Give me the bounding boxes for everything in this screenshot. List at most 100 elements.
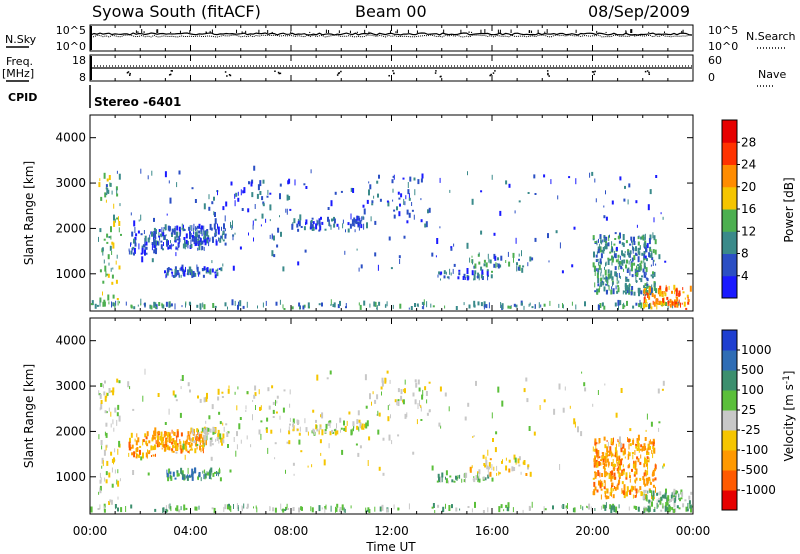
range-cell [345, 303, 347, 307]
range-cell [315, 223, 318, 230]
range-cell [197, 238, 200, 242]
range-cell [164, 224, 167, 231]
range-cell [611, 241, 613, 246]
range-cell [450, 247, 453, 251]
range-cell [133, 247, 136, 254]
range-cell [666, 507, 668, 511]
range-cell [153, 243, 156, 248]
range-cell [487, 253, 489, 259]
range-cell [615, 259, 618, 263]
range-cell [321, 507, 323, 510]
range-cell [370, 216, 372, 222]
range-cell [297, 218, 299, 223]
range-cell [648, 440, 650, 446]
range-cell [98, 236, 99, 242]
range-cell [172, 274, 175, 278]
range-cell [550, 179, 552, 185]
range-cell [214, 274, 217, 279]
range-cell [652, 479, 655, 481]
range-cell [420, 178, 423, 183]
range-cell [193, 227, 195, 232]
range-cell [607, 269, 610, 274]
range-cell [636, 456, 639, 460]
range-cell [633, 461, 636, 466]
range-cell [315, 424, 318, 430]
range-cell [643, 493, 645, 496]
range-cell [377, 193, 379, 198]
range-cell [151, 170, 153, 176]
range-cell [464, 477, 466, 483]
range-cell [128, 248, 130, 252]
range-cell [582, 506, 584, 511]
range-cell [613, 472, 616, 477]
range-cell [437, 274, 439, 278]
range-cell [241, 505, 243, 511]
range-cell [455, 306, 458, 310]
range-cell [159, 235, 161, 241]
range-cell [400, 389, 403, 395]
range-cell [325, 423, 328, 429]
range-cell [187, 431, 190, 435]
range-cell [102, 460, 104, 467]
range-cell [487, 474, 490, 479]
range-cell [103, 238, 106, 241]
range-cell [640, 302, 643, 309]
range-cell [644, 255, 647, 259]
range-cell [643, 302, 644, 305]
range-cell [155, 440, 157, 444]
range-cell [169, 268, 172, 271]
range-cell [426, 301, 428, 308]
range-cell [628, 260, 630, 265]
range-cell [674, 290, 676, 295]
range-cell [110, 390, 113, 393]
range-cell [602, 465, 605, 469]
range-cell [287, 180, 290, 185]
range-cell [246, 506, 249, 509]
range-cell [488, 466, 491, 470]
range-cell [134, 438, 136, 442]
range-cell [616, 468, 618, 471]
freq-left-tick-bottom: 8 [79, 71, 86, 84]
colorbar-swatch [722, 330, 737, 351]
range-cell [619, 176, 622, 181]
range-cell [174, 394, 177, 398]
range-cell [192, 432, 195, 435]
range-cell [224, 302, 227, 307]
range-cell [575, 178, 577, 185]
range-cell [610, 289, 613, 295]
range-cell [344, 508, 346, 513]
range-cell [291, 306, 294, 310]
range-cell [670, 499, 672, 502]
range-cell [480, 266, 483, 271]
range-cell [587, 506, 589, 509]
range-cell [477, 275, 479, 279]
range-cell [203, 304, 206, 310]
range-cell [592, 477, 595, 480]
range-cell [640, 278, 643, 283]
range-cell [432, 503, 435, 508]
range-cell [594, 270, 596, 276]
range-cell [318, 229, 321, 232]
range-cell [602, 239, 604, 243]
time-axis-label: Time UT [365, 540, 416, 554]
noise-sky-line [90, 32, 693, 36]
range-cell [644, 236, 646, 240]
freq-right-tick-bottom: 0 [708, 71, 715, 84]
range-cell [179, 274, 181, 278]
range-cell [683, 301, 686, 307]
range-cell [236, 405, 238, 411]
date-title: 08/Sep/2009 [588, 2, 690, 21]
range-cell [610, 462, 613, 467]
range-cell [214, 212, 216, 217]
range-cell [336, 223, 339, 227]
range-cell [599, 243, 601, 248]
range-cell [611, 200, 614, 205]
noise-left-tick-bottom: 10^0 [56, 40, 86, 53]
range-cell [629, 472, 631, 476]
range-cell [213, 211, 215, 216]
range-cell [167, 225, 170, 231]
range-cell [358, 224, 360, 231]
range-cell [675, 290, 678, 297]
range-cell [269, 192, 272, 195]
